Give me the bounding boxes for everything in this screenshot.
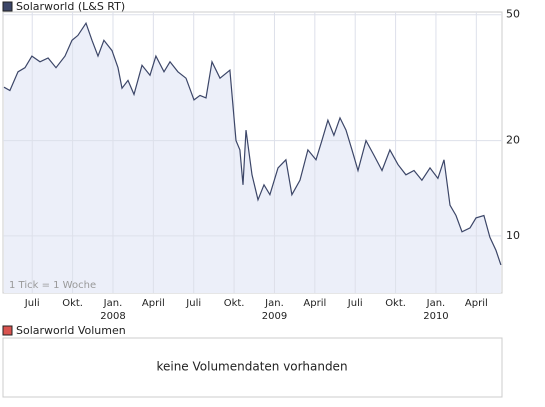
area [3, 23, 501, 293]
legend-label: Solarworld Volumen [16, 324, 126, 337]
annotation: 1 Tick = 1 Woche [9, 280, 96, 291]
y-tick-label: 10 [506, 229, 520, 242]
x-tick-label: Okt. [62, 298, 83, 309]
legend-swatch [2, 1, 13, 12]
x-year-label: 2008 [100, 311, 125, 322]
x-tick-label: Jan. [264, 298, 284, 309]
x-tick-label: April [303, 298, 326, 309]
x-tick-label: Okt. [224, 298, 245, 309]
y-tick-label: 20 [506, 134, 520, 147]
x-tick-label: Juli [347, 298, 363, 309]
x-tick-label: Jan. [103, 298, 123, 309]
x-tick-label: Okt. [385, 298, 406, 309]
volume-frame [2, 337, 503, 398]
x-year-label: 2010 [423, 311, 448, 322]
x-tick-label: Juli [24, 298, 40, 309]
x-year-label: 2009 [262, 311, 287, 322]
x-tick-label: Jan. [426, 298, 446, 309]
legend-label: Solarworld (L&S RT) [16, 0, 125, 13]
x-tick-label: Juli [185, 298, 201, 309]
no-data-message: keine Volumendaten vorhanden [156, 360, 347, 374]
line [3, 21, 502, 266]
x-tick-label: April [142, 298, 165, 309]
x-tick-label: April [465, 298, 488, 309]
legend-swatch [2, 325, 13, 336]
y-tick-label: 50 [506, 8, 520, 21]
